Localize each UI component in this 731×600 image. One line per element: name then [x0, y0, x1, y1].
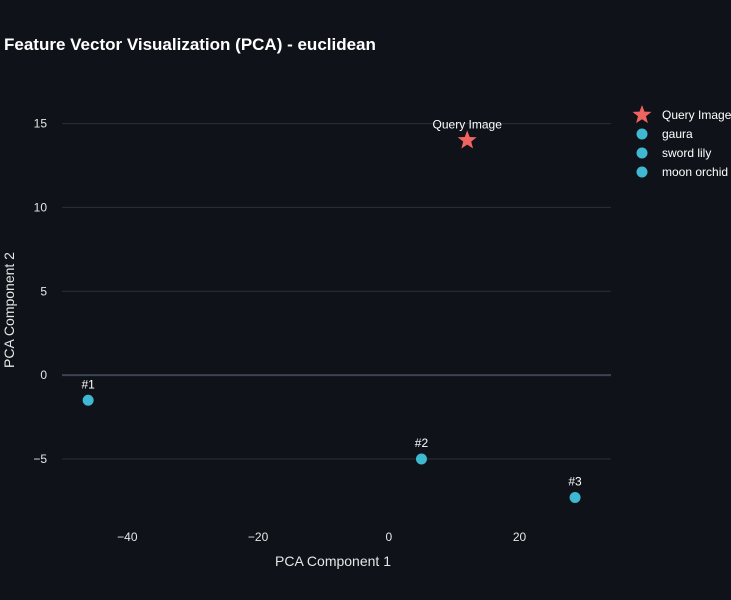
- legend[interactable]: Query Image gaura sword lily moon orchid: [632, 105, 731, 179]
- y-tick-label: 5: [40, 284, 47, 298]
- grid: [62, 123, 611, 460]
- y-tick-label: 0: [40, 368, 47, 382]
- y-tick-label: −5: [33, 452, 47, 466]
- legend-item[interactable]: sword lily: [636, 146, 712, 160]
- result-point[interactable]: [569, 492, 581, 504]
- y-axis-title: PCA Component 2: [1, 252, 17, 368]
- legend-label: sword lily: [662, 146, 711, 160]
- point-label: #1: [81, 377, 95, 391]
- x-tick-label: −40: [117, 530, 138, 544]
- legend-label: Query Image: [662, 108, 731, 122]
- legend-item[interactable]: gaura: [636, 127, 694, 141]
- y-tick-label: 10: [34, 200, 48, 214]
- point-label: Query Image: [433, 117, 503, 131]
- legend-circle-icon: [636, 147, 648, 159]
- data-points: Query Image #1 #2 #3: [81, 117, 582, 504]
- legend-label: gaura: [662, 127, 693, 141]
- legend-star-icon: [632, 105, 652, 124]
- y-tick-label: 15: [34, 117, 48, 131]
- point-label: #3: [568, 475, 582, 489]
- x-axis-title: PCA Component 1: [275, 553, 391, 569]
- chart-title: Feature Vector Visualization (PCA) - euc…: [4, 35, 376, 54]
- point-label: #2: [415, 436, 429, 450]
- result-point[interactable]: [82, 394, 94, 406]
- x-tick-label: −20: [248, 530, 269, 544]
- query-image-point[interactable]: [457, 130, 477, 149]
- x-tick-label: 20: [513, 530, 527, 544]
- legend-item[interactable]: Query Image: [632, 105, 731, 124]
- axes: −5 0 5 10 15 −40 −20 0 20: [33, 117, 526, 544]
- legend-item[interactable]: moon orchid: [636, 165, 729, 179]
- x-tick-label: 0: [385, 530, 392, 544]
- result-point[interactable]: [415, 453, 427, 465]
- legend-label: moon orchid: [662, 165, 728, 179]
- legend-circle-icon: [636, 128, 648, 140]
- legend-circle-icon: [636, 166, 648, 178]
